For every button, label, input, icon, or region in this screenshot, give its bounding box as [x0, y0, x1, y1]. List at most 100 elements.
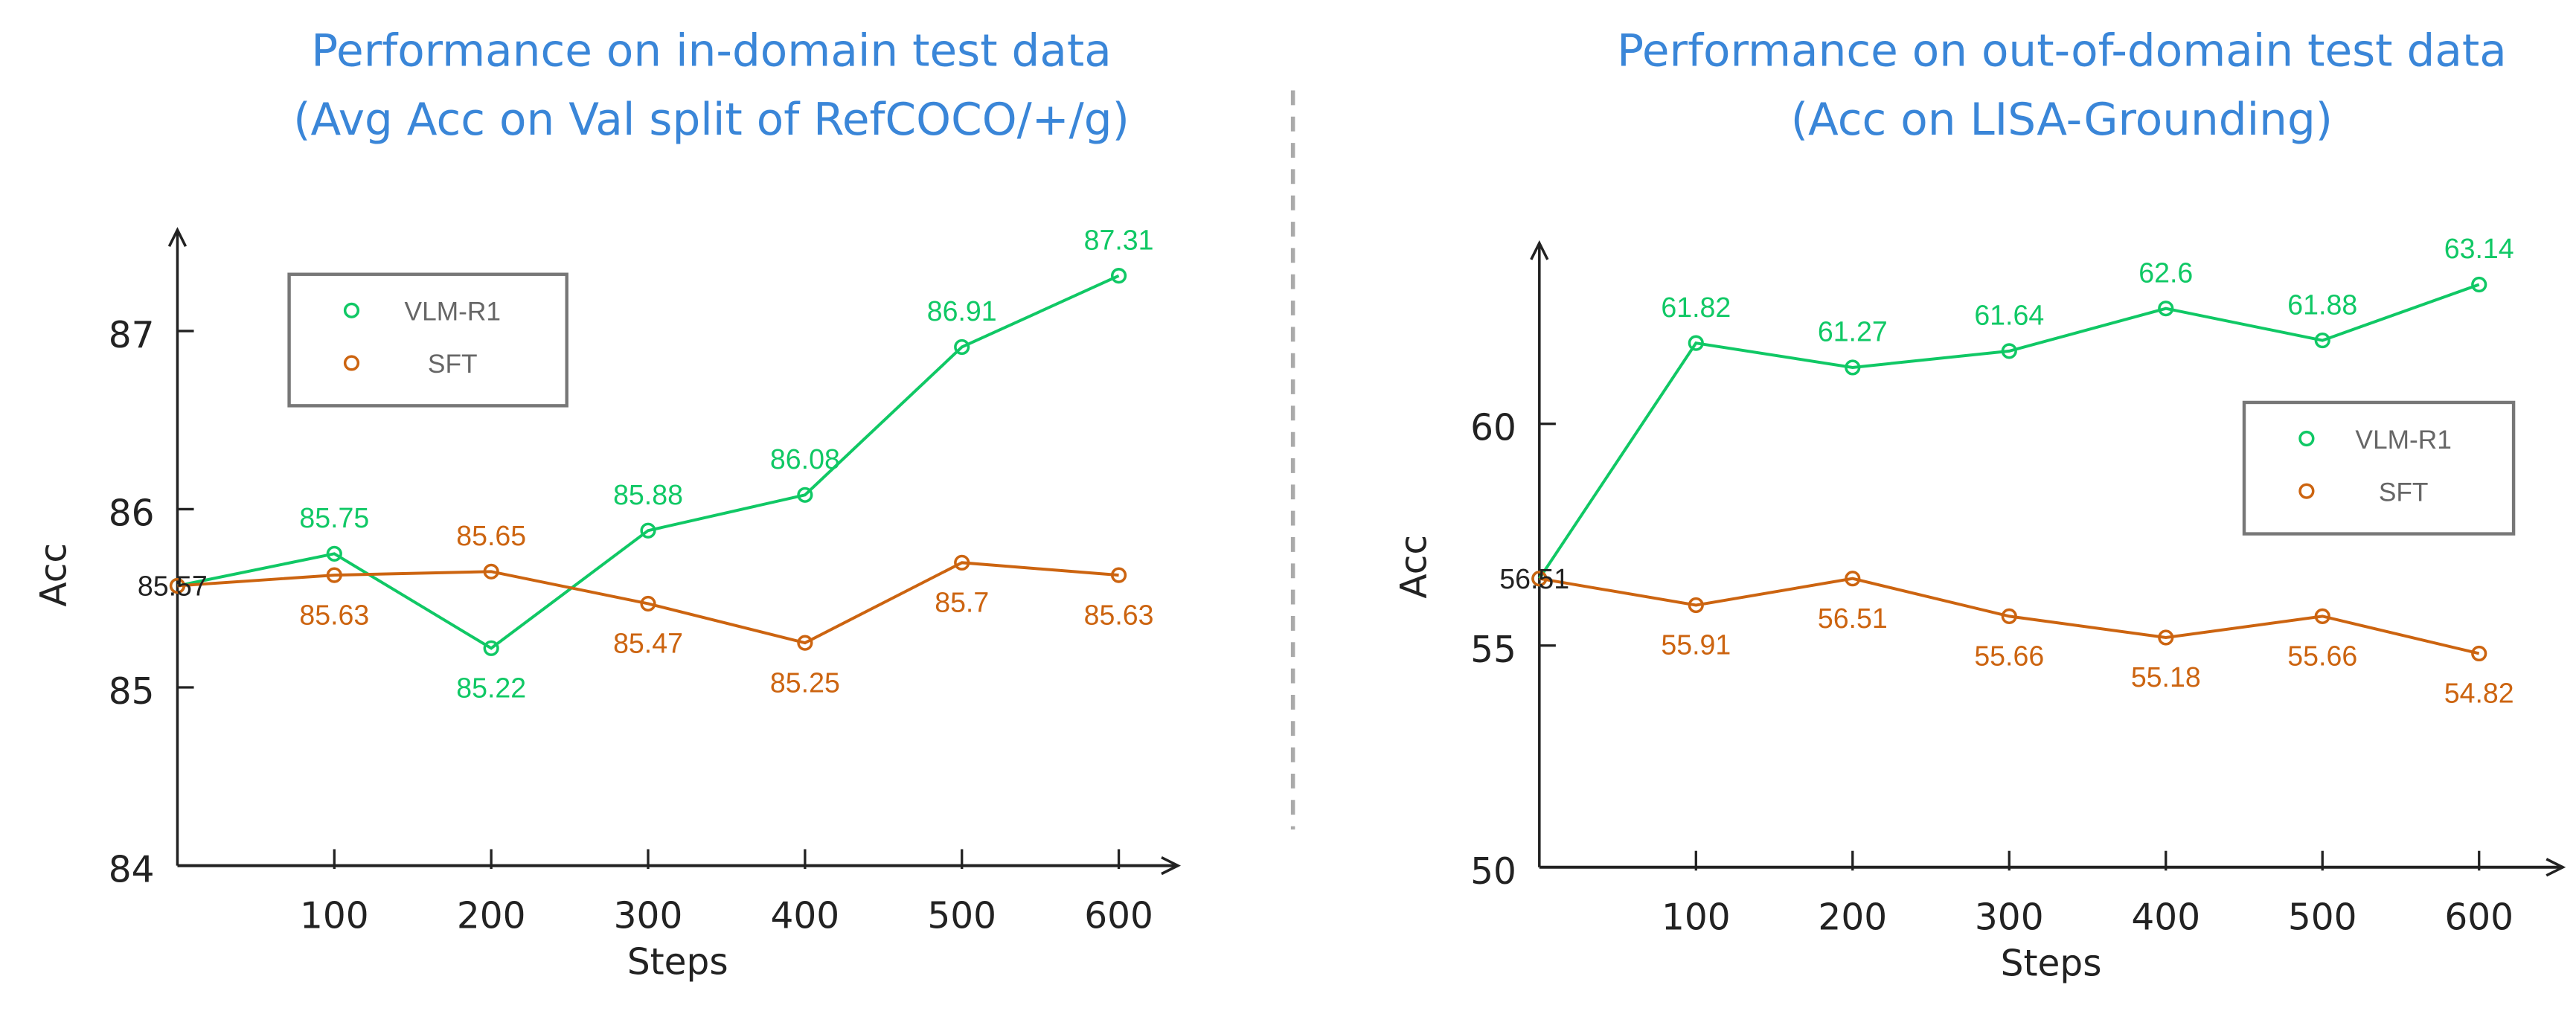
- x-tick-label: 200: [457, 895, 526, 937]
- data-label: 55.66: [1974, 641, 2044, 672]
- x-axis-arrow: [1161, 856, 1182, 876]
- data-label: 85.88: [613, 479, 683, 510]
- data-point: [797, 487, 813, 503]
- x-tick-label: 300: [614, 895, 683, 937]
- data-label: 61.64: [1974, 300, 2044, 331]
- data-point: [2158, 301, 2174, 317]
- y-tick-label: 84: [109, 850, 155, 891]
- x-axis-label: Steps: [2001, 943, 2102, 985]
- y-axis-arrow: [1530, 240, 1549, 260]
- data-point: [2314, 332, 2330, 349]
- chart-title: (Avg Acc on Val split of RefCOCO/+/g): [293, 94, 1130, 146]
- data-point: [2158, 629, 2174, 646]
- y-axis-label: Acc: [33, 543, 74, 607]
- data-point: [2471, 276, 2487, 293]
- series-line-vlm-r1: [1538, 283, 2480, 580]
- x-tick-label: 600: [1084, 895, 1153, 937]
- data-label: 61.82: [1661, 292, 1731, 323]
- data-point: [2001, 343, 2017, 359]
- x-tick-label: 600: [2444, 897, 2513, 939]
- data-label: 85.63: [1084, 599, 1154, 630]
- data-label: 85.75: [299, 502, 369, 533]
- y-tick-label: 87: [109, 315, 155, 356]
- legend-marker-icon: [343, 302, 360, 318]
- data-label: 86.08: [770, 443, 840, 475]
- data-label: 85.25: [770, 667, 840, 698]
- y-axis-label: Acc: [1393, 535, 1435, 599]
- chart-title: Performance on in-domain test data: [311, 25, 1112, 77]
- data-point: [2471, 645, 2487, 662]
- data-label: 55.18: [2131, 661, 2201, 693]
- legend-marker-icon: [2298, 483, 2315, 499]
- data-point: [2001, 608, 2017, 624]
- data-label: 85.22: [456, 673, 526, 704]
- chart-title: (Acc on LISA-Grounding): [1791, 94, 2333, 146]
- legend-label: SFT: [2379, 478, 2429, 507]
- chart-in-domain: Performance on in-domain test data (Avg A…: [33, 25, 1182, 983]
- legend-label: SFT: [428, 350, 478, 379]
- data-point: [1688, 597, 1704, 614]
- start-value-label: 56.51: [1499, 563, 1569, 594]
- data-point: [326, 545, 342, 562]
- data-label: 61.27: [1818, 316, 1888, 347]
- data-label: 54.82: [2444, 678, 2514, 709]
- legend-label: VLM-R1: [2355, 426, 2452, 455]
- data-label: 55.91: [1661, 629, 1731, 661]
- data-label: 85.65: [456, 520, 526, 551]
- data-point: [483, 640, 499, 656]
- x-axis-arrow: [2545, 858, 2566, 877]
- legend-box: [2242, 400, 2516, 536]
- data-point: [1688, 335, 1704, 351]
- data-point: [797, 635, 813, 651]
- data-point: [2314, 608, 2330, 624]
- legend-marker-icon: [343, 355, 360, 371]
- x-tick-label: 500: [2288, 897, 2357, 939]
- x-tick-label: 400: [771, 895, 840, 937]
- data-point: [954, 554, 970, 571]
- series-line-sft: [1539, 577, 2480, 655]
- data-label: 85.7: [935, 587, 989, 618]
- x-axis-label: Steps: [627, 941, 728, 983]
- y-tick-label: 50: [1470, 851, 1516, 893]
- x-tick-label: 500: [927, 895, 996, 937]
- chart-out-of-domain: Performance on out-of-domain test data (A…: [1393, 25, 2566, 985]
- x-tick-label: 400: [2131, 897, 2200, 939]
- x-tick-label: 100: [1662, 897, 1731, 939]
- data-label: 85.63: [299, 599, 369, 630]
- data-point: [483, 563, 499, 580]
- data-point: [1531, 571, 1548, 587]
- x-tick-label: 300: [1975, 897, 2044, 939]
- series-line-vlm-r1: [177, 274, 1120, 650]
- data-label: 87.31: [1084, 224, 1154, 255]
- series-line-sft: [177, 561, 1119, 645]
- y-tick-label: 60: [1470, 408, 1516, 449]
- legend-marker-icon: [2298, 430, 2315, 447]
- data-label: 62.6: [2138, 257, 2193, 288]
- y-tick-label: 86: [109, 493, 155, 535]
- chart-title: Performance on out-of-domain test data: [1617, 25, 2507, 77]
- data-label: 61.88: [2287, 289, 2357, 320]
- start-value-label: 85.57: [138, 571, 208, 602]
- data-point: [169, 577, 186, 594]
- data-label: 86.91: [927, 295, 997, 327]
- data-point: [640, 522, 656, 539]
- data-point: [640, 595, 656, 612]
- x-tick-label: 200: [1818, 897, 1887, 939]
- data-point: [1845, 571, 1861, 587]
- data-point: [326, 567, 342, 583]
- data-point: [1110, 567, 1127, 583]
- data-label: 56.51: [1818, 603, 1888, 634]
- legend: VLM-R1 SFT: [287, 272, 568, 408]
- x-tick-label: 100: [300, 895, 369, 937]
- data-label: 63.14: [2444, 233, 2514, 264]
- data-point: [1845, 359, 1861, 376]
- data-label: 85.47: [613, 628, 683, 659]
- legend-label: VLM-R1: [405, 298, 502, 327]
- data-point: [1110, 268, 1127, 284]
- y-axis-arrow: [167, 227, 188, 247]
- data-point: [954, 338, 970, 356]
- y-tick-label: 55: [1470, 629, 1516, 671]
- data-label: 55.66: [2287, 641, 2357, 672]
- legend-box: [287, 272, 568, 408]
